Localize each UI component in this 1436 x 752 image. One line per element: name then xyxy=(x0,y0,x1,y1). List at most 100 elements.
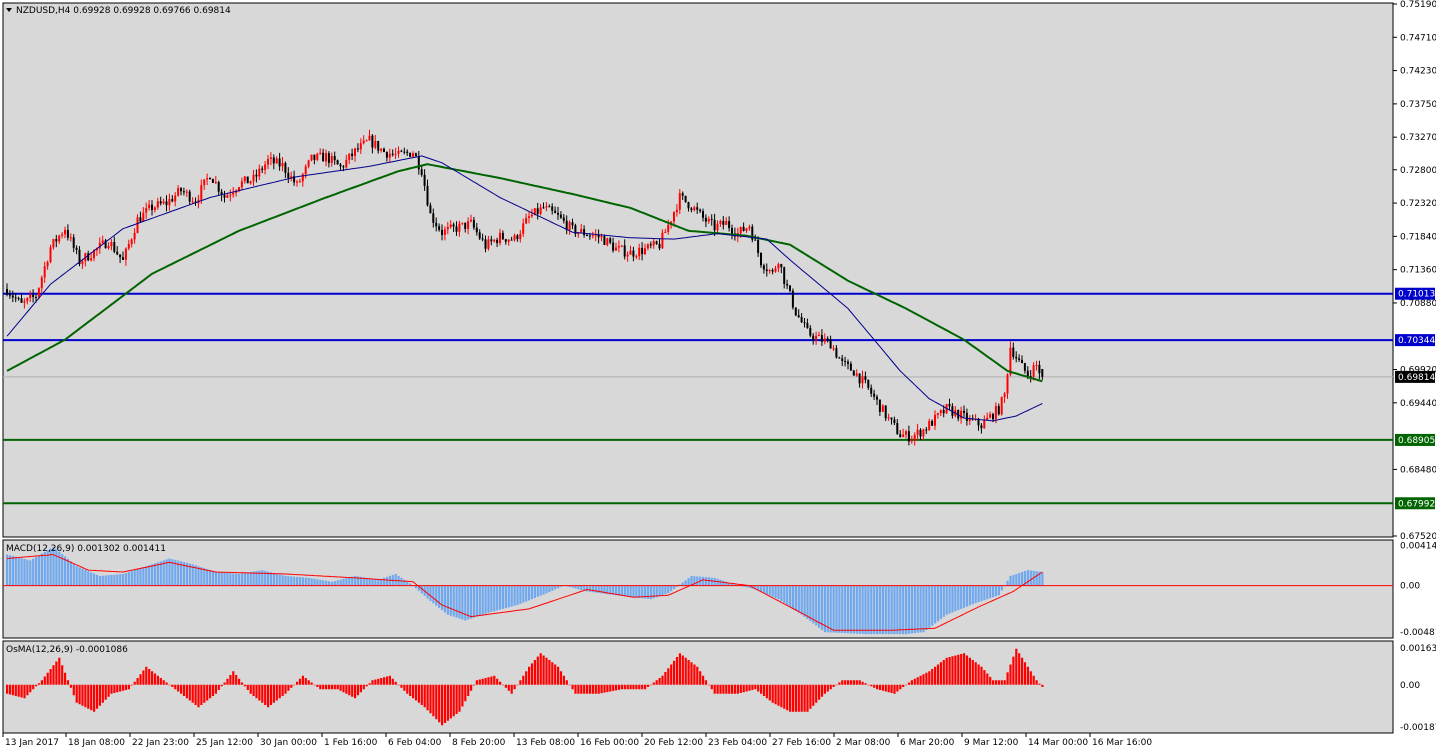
candle-body xyxy=(968,418,971,422)
chart-header: NZDUSD,H4 0.69928 0.69928 0.69766 0.6981… xyxy=(6,6,231,16)
osma-histogram-bar xyxy=(481,678,484,685)
osma-histogram-bar xyxy=(374,679,377,685)
candle-body xyxy=(356,148,359,150)
macd-histogram-bar xyxy=(829,585,832,633)
candle-body xyxy=(536,208,539,214)
candle-body xyxy=(264,164,267,170)
osma-histogram-bar xyxy=(359,684,362,693)
candle-body xyxy=(246,176,249,184)
osma-histogram-bar xyxy=(597,684,600,694)
osma-histogram-bar xyxy=(812,684,815,706)
macd-histogram-bar xyxy=(151,564,154,586)
macd-histogram-bar xyxy=(104,575,107,586)
macd-histogram-bar xyxy=(223,572,226,586)
osma-histogram-bar xyxy=(977,664,980,685)
candle-body xyxy=(1029,376,1032,378)
horizontal-lines[interactable] xyxy=(3,292,1393,505)
osma-histogram-bar xyxy=(84,684,87,708)
osma-histogram-bar xyxy=(655,680,658,685)
macd-histogram-bar xyxy=(487,585,490,613)
osma-histogram-bar xyxy=(847,680,850,685)
osma-histogram-bar xyxy=(284,684,287,694)
candle-body xyxy=(8,294,11,296)
macd-histogram-bar xyxy=(470,585,473,619)
macd-histogram-bar xyxy=(783,585,786,604)
candle-body xyxy=(899,434,902,438)
candle-body xyxy=(829,339,832,349)
candle-body xyxy=(249,181,252,184)
osma-histogram-bar xyxy=(467,684,470,696)
candle-body xyxy=(113,242,116,252)
osma-histogram-bar xyxy=(499,681,502,685)
time-tick-label: 20 Feb 12:00 xyxy=(644,738,703,748)
candle-body xyxy=(809,327,812,336)
price-pane[interactable]: 0.75190 0.74710 0.74230 0.73750 0.73270 0.728… xyxy=(2,0,1436,542)
macd-histogram-bar xyxy=(61,554,64,586)
macd-histogram-bar xyxy=(913,585,916,634)
macd-pane[interactable]: 0.004146 0.00 -0.00481 MACD(12,26,9) 0.001… xyxy=(2,539,1436,639)
candle-body xyxy=(1015,356,1018,359)
candle-body xyxy=(942,410,945,414)
osma-histogram-bar xyxy=(646,684,650,687)
osma-histogram-bar xyxy=(510,684,513,694)
candle-body xyxy=(820,335,823,342)
macd-histogram-bar xyxy=(989,585,992,599)
macd-histogram-bar xyxy=(728,582,731,586)
candle-body xyxy=(162,201,165,204)
macd-histogram-bar xyxy=(101,575,104,586)
fast-moving-average-line xyxy=(6,155,1043,422)
osma-histogram-bar xyxy=(849,680,853,685)
candle-body xyxy=(174,195,177,202)
candle-body xyxy=(188,191,191,202)
osma-histogram-bar xyxy=(151,671,154,685)
macd-histogram-bar xyxy=(539,585,542,596)
osma-histogram-bar xyxy=(919,675,922,685)
candle-body xyxy=(397,150,400,154)
osma-histogram-bar xyxy=(707,684,710,686)
candle-body xyxy=(284,162,287,173)
osma-histogram-bar xyxy=(377,678,380,685)
macd-histogram-bar xyxy=(304,577,307,586)
macd-histogram-bar xyxy=(719,579,722,586)
macd-histogram-bar xyxy=(122,573,125,586)
triangle-down-icon[interactable] xyxy=(6,8,12,12)
macd-histogram-bar xyxy=(284,575,287,586)
macd-histogram-bar xyxy=(884,585,887,635)
osma-histogram-bar xyxy=(820,684,824,697)
osma-histogram-bar xyxy=(965,655,969,685)
candle-body xyxy=(64,229,66,235)
macd-histogram-bar xyxy=(994,585,998,597)
macd-axis: 0.004146 0.00 -0.00481 xyxy=(1400,541,1436,638)
candle-body xyxy=(66,229,69,238)
osma-histogram-bar xyxy=(29,684,32,693)
osma-histogram-bar xyxy=(951,656,954,685)
macd-histogram-bar xyxy=(626,585,629,597)
macd-histogram-bar xyxy=(35,557,38,586)
candle-body xyxy=(484,239,487,249)
macd-histogram-bar xyxy=(293,576,296,586)
candle-body xyxy=(339,164,342,167)
osma-histogram-bar xyxy=(533,660,536,685)
osma-histogram-bar xyxy=(536,656,539,685)
macd-histogram-bar xyxy=(159,561,162,586)
candle-body xyxy=(983,420,986,429)
macd-histogram-bar xyxy=(310,578,313,586)
candle-body xyxy=(887,417,890,419)
price-tick-label: 0.74710 xyxy=(1400,33,1436,43)
osma-histogram-bar xyxy=(704,680,708,685)
macd-histogram-bar xyxy=(870,585,873,635)
candle-body xyxy=(417,156,420,170)
candle-body xyxy=(362,140,365,144)
macd-histogram-bar xyxy=(211,571,215,586)
macd-histogram-bar xyxy=(249,572,252,586)
macd-histogram-bar xyxy=(191,564,194,586)
macd-histogram-bar xyxy=(362,577,365,586)
macd-histogram-bar xyxy=(716,578,719,586)
osma-histogram-bar xyxy=(159,678,162,685)
macd-histogram-bar xyxy=(504,585,507,609)
macd-histogram-bar xyxy=(931,585,934,626)
osma-pane[interactable]: 0.001635 0.00 -0.001878 OsMA(12,26,9) -0.0… xyxy=(2,640,1436,734)
candle-body xyxy=(133,233,136,240)
osma-histogram-bar xyxy=(745,684,748,692)
